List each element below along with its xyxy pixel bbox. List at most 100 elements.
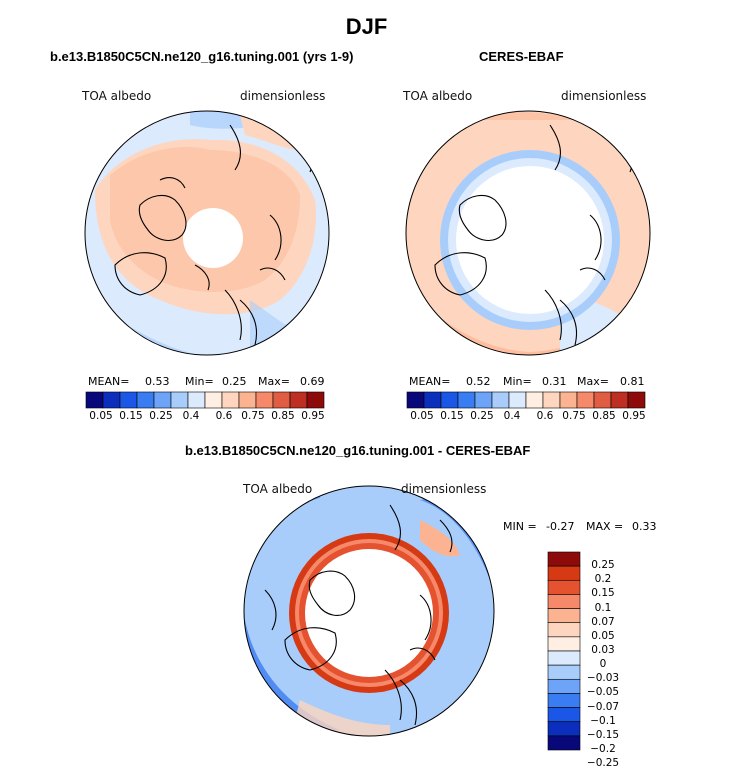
colorbar-swatch: [153, 391, 172, 409]
colorbar-swatch: [547, 721, 581, 737]
colorbar-swatch: [136, 391, 155, 409]
panel-1-title: b.e13.B1850C5CN.ne120_g16.tuning.001 (yr…: [50, 49, 354, 64]
map-ceres: [405, 110, 651, 356]
panel-3-title: b.e13.B1850C5CN.ne120_g16.tuning.001 - C…: [185, 443, 531, 458]
colorbar-tick-label: 0.25: [591, 559, 615, 572]
colorbar-difference: [547, 551, 581, 751]
colorbar-swatch: [272, 391, 291, 409]
colorbar-swatch: [547, 551, 581, 567]
colorbar-swatch: [423, 391, 442, 409]
colorbar-tick-label: 0.75: [562, 410, 586, 422]
colorbar-swatch: [610, 391, 629, 409]
colorbar-swatch: [508, 391, 527, 409]
panel-3-max-label: MAX =: [586, 520, 624, 533]
colorbar-tick-label: −0.05: [586, 686, 620, 699]
colorbar-tick-label: 0.15: [440, 410, 464, 422]
colorbar-swatch: [547, 693, 581, 708]
colorbar-swatch: [255, 391, 274, 409]
colorbar-swatch: [204, 391, 223, 409]
colorbar-tick-label: −0.2: [590, 743, 616, 755]
colorbar-swatch: [547, 565, 581, 581]
colorbar-tick-label: 0.6: [536, 410, 554, 422]
map-difference: [243, 485, 495, 737]
colorbar-swatch: [170, 391, 189, 409]
colorbar-swatch: [547, 594, 581, 609]
colorbar-swatch: [627, 391, 646, 409]
panel-2-variable: TOA albedo: [403, 89, 473, 103]
colorbar-tick-label: 0.4: [503, 410, 521, 422]
colorbar-tick-label: 0.05: [89, 410, 113, 422]
colorbar-swatch: [547, 650, 581, 666]
colorbar-swatch: [547, 664, 581, 680]
colorbar-tick-label: 0.25: [149, 410, 173, 422]
colorbar-tick-label: 0.05: [591, 629, 615, 642]
colorbar-swatch: [547, 678, 581, 694]
panel-2-min-value: 0.31: [542, 375, 567, 388]
colorbar-swatch: [457, 391, 476, 409]
colorbar-tick-label: 0.6: [215, 410, 233, 422]
colorbar-swatch: [306, 391, 325, 409]
panel-3-units: dimensionless: [401, 482, 487, 496]
colorbar-tick-label: −0.15: [586, 728, 620, 741]
colorbar-tick-label: 0: [599, 658, 607, 671]
colorbar-swatch: [547, 636, 581, 652]
colorbar-swatch: [221, 391, 240, 409]
panel-3-min-value: -0.27: [546, 520, 575, 533]
colorbar-model: [85, 391, 325, 409]
colorbar-swatch: [576, 391, 595, 409]
panel-2-mean-value: 0.52: [466, 375, 491, 388]
colorbar-swatch: [85, 391, 104, 409]
colorbar-swatch: [187, 391, 206, 409]
panel-2-mean-label: MEAN=: [409, 375, 451, 388]
panel-2-max-value: 0.81: [620, 375, 645, 388]
panel-3-min-label: MIN =: [503, 520, 537, 533]
panel-2-max-label: Max=: [577, 375, 609, 388]
panel-2-min-label: Min=: [503, 375, 532, 388]
colorbar-swatch: [547, 735, 581, 751]
colorbar-tick-label: 0.1: [594, 601, 612, 614]
colorbar-tick-label: 0.03: [591, 644, 615, 656]
colorbar-ceres: [406, 391, 646, 409]
colorbar-swatch: [547, 579, 581, 595]
panel-1-max-value: 0.69: [300, 375, 325, 388]
colorbar-swatch: [119, 391, 138, 409]
colorbar-tick-label: −0.1: [590, 714, 616, 727]
colorbar-tick-label: 0.95: [622, 410, 646, 422]
colorbar-swatch: [491, 391, 510, 409]
panel-1-max-label: Max=: [258, 375, 290, 388]
panel-2-units: dimensionless: [561, 89, 647, 103]
colorbar-tick-label: −0.07: [586, 700, 620, 713]
colorbar-tick-label: 0.25: [470, 410, 494, 422]
colorbar-tick-label: 0.75: [241, 410, 265, 422]
colorbar-swatch: [547, 707, 581, 723]
colorbar-tick-label: 0.4: [182, 410, 200, 422]
colorbar-tick-label: 0.95: [301, 410, 325, 422]
colorbar-tick-label: 0.05: [410, 410, 434, 422]
colorbar-swatch: [474, 391, 493, 409]
colorbar-tick-label: 0.07: [591, 615, 615, 628]
colorbar-swatch: [547, 608, 581, 624]
panel-1-mean-label: MEAN=: [88, 375, 130, 388]
colorbar-swatch: [547, 622, 581, 638]
panel-1-variable: TOA albedo: [82, 89, 152, 103]
colorbar-swatch: [440, 391, 459, 409]
colorbar-tick-label: 0.15: [591, 587, 615, 600]
colorbar-swatch: [559, 391, 578, 409]
colorbar-swatch: [406, 391, 425, 409]
panel-3-variable: TOA albedo: [243, 482, 313, 496]
panel-1-min-value: 0.25: [222, 375, 247, 388]
season-title: DJF: [345, 14, 388, 39]
colorbar-tick-label: 0.2: [594, 573, 612, 586]
map-model: [84, 110, 330, 356]
colorbar-swatch: [525, 391, 544, 409]
panel-2-title: CERES-EBAF: [479, 49, 564, 64]
panel-3-max-value: 0.33: [632, 520, 657, 533]
colorbar-swatch: [289, 391, 308, 409]
colorbar-tick-label: −0.03: [586, 672, 620, 685]
panel-1-mean-value: 0.53: [145, 375, 170, 388]
panel-1-min-label: Min=: [185, 375, 214, 388]
panel-1-units: dimensionless: [240, 89, 326, 103]
colorbar-tick-label: 0.85: [271, 410, 295, 422]
colorbar-tick-label: 0.15: [119, 410, 143, 422]
colorbar-swatch: [238, 391, 257, 409]
